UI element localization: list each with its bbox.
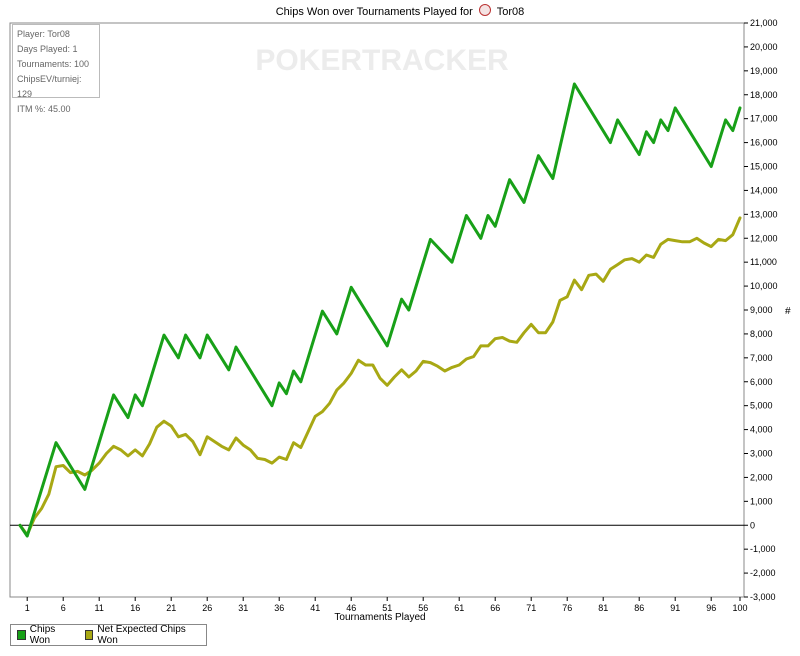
- legend: Chips Won Net Expected Chips Won: [10, 624, 207, 646]
- chart-title-player: Tor08: [496, 6, 525, 18]
- series-line-chips-won: [18, 82, 742, 538]
- x-tick-label: 96: [706, 603, 716, 613]
- legend-swatch-chips-won: [17, 630, 26, 640]
- x-tick-label: 46: [346, 603, 356, 613]
- x-tick-label: 26: [202, 603, 212, 613]
- y-tick-label: -2,000: [750, 568, 776, 578]
- x-tick-label: 56: [418, 603, 428, 613]
- y-tick-label: 3,000: [750, 449, 773, 459]
- x-tick-label: 66: [490, 603, 500, 613]
- series-line-net-expected: [18, 216, 742, 537]
- x-tick-label: 61: [454, 603, 464, 613]
- stat-player: Player: Tor08: [17, 29, 70, 39]
- y-tick-label: 12,000: [750, 233, 778, 243]
- x-axis-label: Tournaments Played: [334, 612, 426, 623]
- plot-area: [9, 22, 745, 598]
- y-tick-label: 15,000: [750, 162, 778, 172]
- pokerstars-site-icon: [478, 4, 491, 16]
- y-tick-label: 5,000: [750, 401, 773, 411]
- y-tick-label: 21,000: [750, 18, 778, 28]
- y-tick-label: 9,000: [750, 305, 773, 315]
- y-tick-label: 14,000: [750, 185, 778, 195]
- x-tick-label: 16: [130, 603, 140, 613]
- y-axis-label: #: [785, 306, 791, 317]
- x-tick-label: 51: [382, 603, 392, 613]
- chart-title-prefix: Chips Won over Tournaments Played for: [275, 6, 473, 18]
- chart-title: Chips Won over Tournaments Played for To…: [0, 4, 800, 18]
- stat-chips-ev: ChipsEV/turniej: 129: [17, 74, 82, 99]
- y-tick-label: 8,000: [750, 329, 773, 339]
- legend-label-chips-won: Chips Won: [29, 624, 56, 646]
- y-tick-label: 0: [750, 520, 755, 530]
- x-tick-label: 21: [166, 603, 176, 613]
- x-tick-label: 100: [732, 603, 747, 613]
- watermark: POKERTRACKER: [255, 44, 509, 77]
- stat-itm: ITM %: 45.00: [17, 104, 71, 114]
- legend-swatch-net-expected: [84, 630, 94, 640]
- y-tick-label: 4,000: [750, 425, 773, 435]
- y-tick-label: 16,000: [750, 138, 778, 148]
- stat-days-played: Days Played: 1: [17, 44, 78, 54]
- y-tick-label: 20,000: [750, 42, 778, 52]
- x-tick-label: 6: [61, 603, 66, 613]
- stat-tournaments: Tournaments: 100: [17, 59, 90, 69]
- x-tick-label: 11: [95, 603, 104, 613]
- y-tick-label: 7,000: [750, 353, 773, 363]
- x-tick-label: 76: [562, 603, 572, 613]
- x-tick-label: 91: [670, 603, 680, 613]
- x-tick-label: 36: [274, 603, 284, 613]
- legend-item-net-expected[interactable]: Net Expected Chips Won: [84, 624, 192, 646]
- x-tick-label: 31: [238, 603, 248, 613]
- x-tick-label: 86: [634, 603, 644, 613]
- y-tick-label: 2,000: [750, 472, 773, 482]
- y-tick-label: 19,000: [750, 66, 778, 76]
- y-tick-label: 10,000: [750, 281, 778, 291]
- y-tick-label: -3,000: [750, 592, 776, 602]
- player-stats-box: Player: Tor08 Days Played: 1 Tournaments…: [12, 24, 100, 114]
- y-tick-label: 18,000: [750, 90, 778, 100]
- x-tick-label: 81: [598, 603, 608, 613]
- y-tick-label: 6,000: [750, 377, 773, 387]
- y-tick-label: 13,000: [750, 209, 778, 219]
- y-tick-label: -1,000: [750, 544, 776, 554]
- y-tick-label: 11,000: [750, 257, 777, 267]
- x-tick-label: 41: [310, 603, 320, 613]
- legend-item-chips-won[interactable]: Chips Won: [17, 624, 71, 646]
- y-tick-label: 17,000: [750, 114, 778, 124]
- x-tick-label: 71: [526, 603, 536, 613]
- x-tick-label: 1: [25, 603, 30, 613]
- legend-label-net-expected: Net Expected Chips Won: [97, 624, 186, 646]
- y-tick-label: 1,000: [750, 496, 773, 506]
